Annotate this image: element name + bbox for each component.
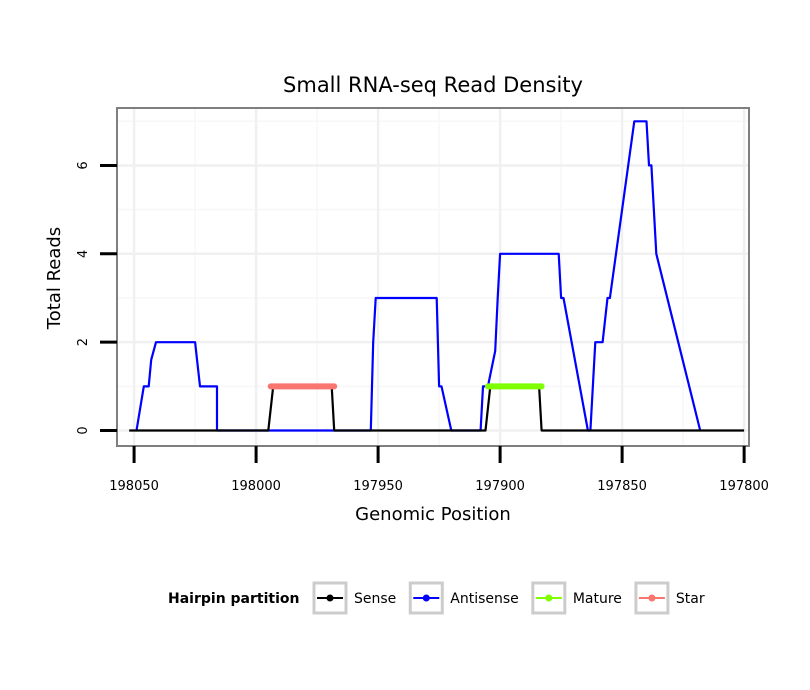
series-line-sense [129, 385, 745, 432]
x-tick-label: 197800 [719, 479, 769, 494]
y-axis-label: Total Reads [44, 227, 65, 330]
chart-title: Small RNA-seq Read Density [283, 73, 583, 97]
x-tick-label: 198000 [231, 479, 281, 494]
legend-item-mature: Mature [531, 581, 622, 615]
series-line-antisense [135, 120, 702, 432]
y-tick-label: 6 [76, 161, 91, 169]
legend-label: Sense [354, 591, 396, 607]
legend-key-dot [326, 594, 334, 602]
y-tick-label: 0 [76, 426, 91, 434]
legend-key-dot [648, 594, 656, 602]
legend-item-star: Star [634, 581, 705, 615]
legend-label: Mature [573, 591, 622, 607]
x-tick-label: 197950 [353, 479, 403, 494]
y-tick-label: 4 [76, 250, 91, 258]
legend-title: Hairpin partition [168, 591, 299, 607]
legend-label: Antisense [450, 591, 519, 607]
x-tick-label: 197900 [475, 479, 525, 494]
plot-area [116, 107, 750, 447]
axis-ticks: 198050 198000 197950 197900 197850 197800 0 2 4 6 [76, 161, 769, 494]
y-tick-label: 2 [76, 338, 91, 346]
legend-item-antisense: Antisense [408, 581, 519, 615]
x-tick-label: 198050 [109, 479, 159, 494]
legend-key-dot [422, 594, 430, 602]
legend-item-sense: Sense [312, 581, 396, 615]
legend: Hairpin partition Sense Antisense Mature Sta… [168, 581, 705, 615]
panel-border [116, 107, 750, 447]
legend-label: Star [676, 591, 705, 607]
legend-key-dot [545, 594, 553, 602]
x-tick-label: 197850 [597, 479, 647, 494]
x-axis-label: Genomic Position [355, 504, 511, 525]
